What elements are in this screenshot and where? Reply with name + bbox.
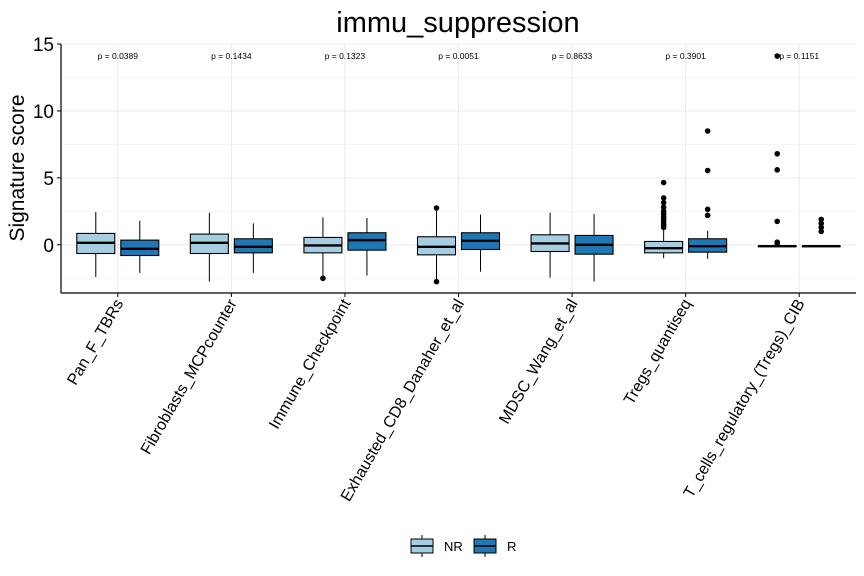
box-NR-4 [530, 212, 570, 278]
boxes [76, 53, 841, 285]
axes: 0 5 10 15 Pan_F_TBRs Fibroblasts_MCPcounter Im… [33, 35, 856, 505]
outlier-point [774, 150, 781, 157]
outlier-point [704, 167, 711, 174]
outlier-point [774, 167, 781, 173]
y-tick-label: 15 [33, 35, 54, 56]
p-value-label: p = 0.8633 [552, 51, 593, 61]
p-value-labels: p = 0.0389 p = 0.1434 p = 0.1323 p = 0.0051… [98, 51, 820, 61]
chart-title: immu_suppression [336, 7, 579, 39]
outlier-point [433, 278, 440, 285]
outlier-point [660, 208, 667, 215]
outlier-point [320, 275, 326, 282]
outlier-point [704, 128, 711, 134]
legend: NR R [410, 535, 516, 557]
box-NR-2 [303, 217, 343, 282]
box-NR-1 [189, 212, 229, 282]
y-tick-label: 10 [33, 102, 54, 123]
box-R-4 [574, 214, 614, 282]
x-tick-label: Pan_F_TBRs [65, 297, 128, 389]
y-axis-label: Signature score [6, 94, 29, 241]
outlier-point [704, 212, 711, 219]
p-value-label: p = 0.0389 [98, 51, 139, 61]
y-tick-label: 0 [43, 236, 54, 257]
x-tick-label: Exhausted_CD8_Danaher_et_al [338, 297, 468, 505]
grid [61, 43, 856, 293]
box-R-3 [460, 214, 501, 272]
box-NR-6 [757, 53, 797, 248]
legend-item-R: R [473, 535, 516, 557]
outlier-point [818, 220, 825, 227]
outlier-point [660, 199, 667, 206]
p-value-label: p = 0.1434 [211, 51, 252, 61]
p-value-label: p = 0.1323 [325, 51, 366, 61]
box-R-2 [347, 218, 387, 276]
outlier-point [704, 206, 711, 213]
outlier-point [818, 216, 825, 223]
x-tick-label: T_cells_regulatory_(Tregs)_CIB [681, 297, 809, 501]
x-tick-label: MDSC_Wang_et_al [496, 297, 581, 427]
x-tick-label: Immune_Checkpoint [266, 296, 354, 432]
box-R-6 [801, 216, 841, 248]
y-tick-label: 5 [43, 169, 54, 190]
p-value-label: p = 0.0051 [438, 51, 479, 61]
legend-label: R [507, 539, 516, 554]
outlier-point [660, 179, 667, 186]
box-NR-5 [644, 179, 684, 259]
p-value-label: p = 0.1151 [779, 51, 819, 61]
box-R-5 [688, 128, 728, 259]
outlier-point [818, 228, 825, 235]
outlier-point [433, 205, 440, 211]
legend-item-NR: NR [410, 535, 463, 557]
x-tick-label: Tregs_quantiseq [621, 297, 695, 408]
p-value-label: p = 0.3901 [665, 51, 706, 61]
outlier-point [660, 204, 667, 211]
x-tick-label: Fibroblasts_MCPcounter [138, 296, 241, 458]
outlier-point [774, 239, 781, 245]
box-R-0 [120, 220, 160, 273]
outlier-point [660, 195, 667, 201]
box-R-1 [233, 223, 273, 273]
outlier-point [774, 218, 781, 225]
box-NR-0 [76, 212, 116, 277]
outlier-point [818, 224, 825, 231]
legend-label: NR [444, 539, 463, 554]
box-NR-3 [416, 205, 457, 285]
outlier-point [774, 53, 781, 59]
box-body [347, 232, 387, 251]
